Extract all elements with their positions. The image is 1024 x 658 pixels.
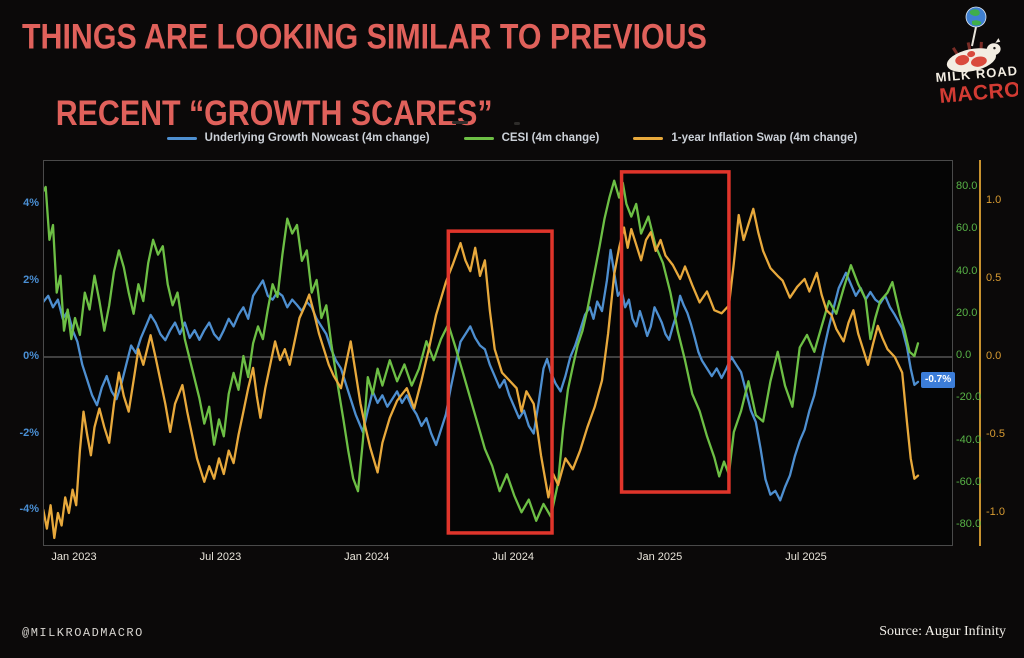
legend-label: 1-year Inflation Swap (4m change) <box>671 132 858 144</box>
x-axis-tick-label: Jan 2025 <box>636 551 683 563</box>
series-line-1 <box>44 179 920 522</box>
left-axis-tick-label: 2% <box>23 273 39 286</box>
last-value-badge: -0.7% <box>921 372 956 388</box>
cesi-axis-tick-label: 0.0 <box>956 349 972 361</box>
x-axis-tick-label: Jan 2023 <box>51 551 97 563</box>
cesi-axis-tick-label: -60.0 <box>956 475 982 488</box>
faint-chart-title-marks <box>452 121 562 125</box>
highlight-box-1 <box>619 170 731 494</box>
milk-road-macro-logo: MILK ROAD MACRO <box>935 6 1018 108</box>
series-line-2 <box>44 207 920 540</box>
slide-title-line1: THINGS ARE LOOKING SIMILAR TO PREVIOUS <box>22 16 707 57</box>
slide-title: THINGS ARE LOOKING SIMILAR TO PREVIOUS R… <box>22 16 707 133</box>
cesi-axis-tick-label: 80.0 <box>956 180 978 192</box>
globe-icon <box>965 6 987 28</box>
legend-swatch-icon <box>166 136 197 140</box>
swap-axis-tick-label: -0.5 <box>986 428 1005 440</box>
x-axis-tick-label: Jul 2024 <box>492 551 534 563</box>
legend-swatch-icon <box>633 136 664 140</box>
highlight-box-0 <box>446 229 554 535</box>
cesi-axis-tick-label: -40.0 <box>956 433 982 446</box>
inflation-swap-axis-line <box>979 160 981 546</box>
left-axis-tick-label: 0% <box>23 350 39 362</box>
legend-label: Underlying Growth Nowcast (4m change) <box>204 132 430 144</box>
cesi-axis-tick-label: -20.0 <box>956 391 982 404</box>
legend-item-0: Underlying Growth Nowcast (4m change) <box>166 132 430 144</box>
cesi-axis-tick-label: 60.0 <box>956 222 978 235</box>
swap-axis-tick-label: 0.5 <box>986 272 1002 284</box>
x-axis-tick-label: Jan 2024 <box>344 551 390 563</box>
series-line-0 <box>44 248 920 502</box>
cesi-axis-tick-label: 20.0 <box>956 306 978 319</box>
legend-item-1: CESI (4m change) <box>463 132 600 144</box>
x-axis-tick-label: Jul 2023 <box>199 551 242 563</box>
balance-stick <box>971 26 977 47</box>
swap-axis-tick-label: 0.0 <box>986 350 1002 362</box>
legend-item-2: 1-year Inflation Swap (4m change) <box>633 132 857 144</box>
legend-label: CESI (4m change) <box>501 132 600 144</box>
cesi-axis-tick-label: 40.0 <box>956 264 978 277</box>
plot-area <box>43 160 953 546</box>
footer-social-handle: @MILKROADMACRO <box>22 626 144 640</box>
swap-axis-tick-label: -1.0 <box>986 506 1005 518</box>
cesi-axis-tick-label: -80.0 <box>956 518 982 530</box>
left-axis-tick-label: 4% <box>23 197 39 209</box>
cow-illustration <box>946 38 1001 73</box>
x-axis-tick-label: Jul 2025 <box>785 551 827 563</box>
legend-swatch-icon <box>463 136 494 140</box>
slide-title-line2: RECENT “GROWTH SCARES” <box>55 93 493 133</box>
swap-axis-tick-label: 1.0 <box>986 194 1002 206</box>
chart-lines-svg <box>44 170 952 540</box>
footer-source-credit: Source: Augur Infinity <box>879 624 1006 639</box>
left-axis-tick-label: -4% <box>19 503 39 515</box>
chart-legend: Underlying Growth Nowcast (4m change) CES… <box>0 132 1024 144</box>
left-axis-tick-label: -2% <box>19 426 39 439</box>
logo-wordmark-top: MILK ROAD <box>935 63 1018 85</box>
